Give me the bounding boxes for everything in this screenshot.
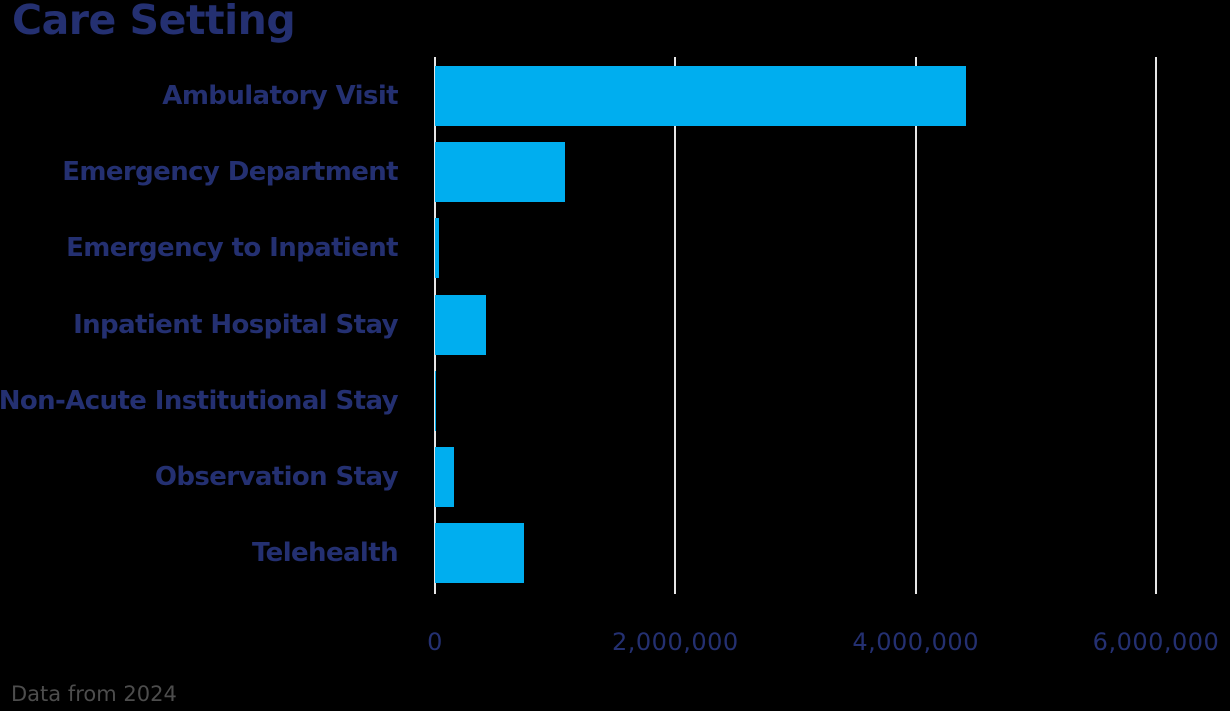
- category-label: Emergency to Inpatient: [66, 233, 398, 264]
- category-label: Non-Acute Institutional Stay: [0, 385, 399, 416]
- plot-area: [434, 57, 1230, 594]
- category-label: Inpatient Hospital Stay: [73, 309, 399, 340]
- category-label: Ambulatory Visit: [162, 81, 398, 111]
- x-tick-label: 4,000,000: [852, 628, 979, 656]
- bar: [435, 66, 966, 126]
- x-tick-label: 6,000,000: [1092, 628, 1220, 656]
- bar: [435, 218, 439, 279]
- bar: [435, 523, 524, 584]
- x-tick-label: 2,000,000: [612, 628, 739, 656]
- category-label: Emergency Department: [62, 157, 398, 188]
- bar: [435, 142, 565, 203]
- footnote: Data from 2024: [11, 682, 177, 706]
- category-label: Observation Stay: [154, 462, 399, 492]
- category-label: Telehealth: [251, 538, 399, 569]
- x-tick-label: 0: [427, 628, 443, 656]
- gridline: [674, 57, 676, 594]
- gridline: [915, 57, 917, 594]
- gridline: [1155, 57, 1157, 594]
- bar: [435, 447, 454, 507]
- chart-title: Care Setting: [12, 0, 296, 44]
- bar: [435, 294, 486, 355]
- bar: [435, 370, 436, 431]
